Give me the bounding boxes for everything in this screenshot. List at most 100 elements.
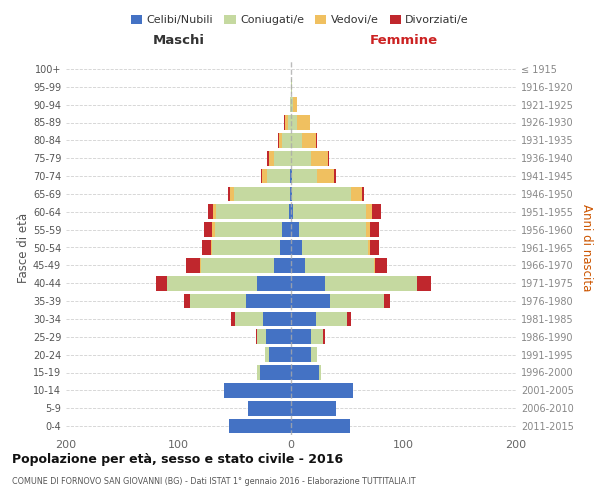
- Bar: [233, 186, 290, 201]
- Bar: [212, 240, 280, 255]
- Text: Popolazione per età, sesso e stato civile - 2016: Popolazione per età, sesso e stato civil…: [12, 452, 343, 466]
- Bar: [257, 365, 260, 380]
- Legend: Celibi/Nubili, Coniugati/e, Vedovi/e, Divorziati/e: Celibi/Nubili, Coniugati/e, Vedovi/e, Di…: [127, 10, 473, 30]
- Bar: [291, 294, 331, 308]
- Bar: [268, 151, 269, 166]
- Bar: [331, 294, 385, 308]
- Bar: [290, 186, 291, 201]
- Bar: [228, 186, 230, 201]
- Bar: [367, 204, 372, 219]
- Bar: [291, 98, 293, 112]
- Bar: [291, 133, 302, 148]
- Bar: [374, 258, 376, 272]
- Bar: [291, 151, 311, 166]
- Bar: [291, 240, 302, 255]
- Bar: [257, 276, 291, 290]
- Bar: [291, 186, 292, 201]
- Bar: [235, 312, 263, 326]
- Bar: [190, 294, 246, 308]
- Bar: [184, 294, 190, 308]
- Bar: [187, 258, 200, 272]
- Bar: [278, 133, 282, 148]
- Bar: [200, 258, 201, 272]
- Bar: [317, 168, 334, 184]
- Bar: [299, 222, 367, 237]
- Bar: [289, 204, 291, 219]
- Bar: [316, 312, 347, 326]
- Bar: [311, 330, 323, 344]
- Bar: [286, 115, 287, 130]
- Bar: [282, 222, 291, 237]
- Bar: [305, 258, 374, 272]
- Bar: [316, 133, 317, 148]
- Bar: [291, 276, 325, 290]
- Bar: [256, 330, 257, 344]
- Bar: [417, 276, 431, 290]
- Bar: [214, 204, 215, 219]
- Bar: [291, 115, 296, 130]
- Bar: [257, 330, 266, 344]
- Bar: [291, 365, 319, 380]
- Bar: [167, 276, 257, 290]
- Bar: [201, 258, 274, 272]
- Bar: [282, 133, 291, 148]
- Bar: [202, 240, 211, 255]
- Bar: [208, 204, 214, 219]
- Bar: [277, 133, 278, 148]
- Bar: [291, 80, 292, 94]
- Bar: [367, 240, 370, 255]
- Bar: [215, 204, 289, 219]
- Bar: [274, 151, 291, 166]
- Bar: [215, 222, 282, 237]
- Text: Maschi: Maschi: [152, 34, 205, 48]
- Bar: [280, 240, 291, 255]
- Bar: [292, 186, 350, 201]
- Bar: [370, 222, 379, 237]
- Bar: [291, 348, 311, 362]
- Bar: [376, 258, 386, 272]
- Bar: [291, 330, 311, 344]
- Text: COMUNE DI FORNOVO SAN GIOVANNI (BG) - Dati ISTAT 1° gennaio 2016 - Elaborazione : COMUNE DI FORNOVO SAN GIOVANNI (BG) - Da…: [12, 478, 416, 486]
- Bar: [269, 348, 291, 362]
- Bar: [319, 365, 322, 380]
- Bar: [362, 186, 364, 201]
- Bar: [302, 240, 367, 255]
- Bar: [370, 240, 379, 255]
- Bar: [287, 115, 291, 130]
- Bar: [291, 258, 305, 272]
- Bar: [230, 186, 233, 201]
- Bar: [268, 168, 290, 184]
- Bar: [291, 419, 349, 434]
- Bar: [328, 151, 329, 166]
- Bar: [323, 330, 325, 344]
- Bar: [263, 312, 291, 326]
- Bar: [284, 115, 286, 130]
- Bar: [223, 383, 291, 398]
- Bar: [290, 168, 291, 184]
- Bar: [311, 151, 328, 166]
- Bar: [290, 98, 291, 112]
- Bar: [367, 222, 370, 237]
- Bar: [293, 98, 296, 112]
- Bar: [291, 312, 316, 326]
- Bar: [205, 222, 212, 237]
- Bar: [265, 348, 269, 362]
- Bar: [372, 204, 381, 219]
- Bar: [260, 168, 262, 184]
- Bar: [232, 312, 235, 326]
- Bar: [334, 168, 336, 184]
- Bar: [156, 276, 167, 290]
- Bar: [291, 222, 299, 237]
- Bar: [293, 204, 367, 219]
- Bar: [291, 168, 292, 184]
- Bar: [347, 312, 350, 326]
- Y-axis label: Fasce di età: Fasce di età: [17, 212, 30, 282]
- Bar: [266, 330, 291, 344]
- Bar: [292, 168, 317, 184]
- Y-axis label: Anni di nascita: Anni di nascita: [580, 204, 593, 291]
- Bar: [325, 276, 417, 290]
- Bar: [211, 240, 212, 255]
- Bar: [350, 186, 362, 201]
- Bar: [291, 204, 293, 219]
- Bar: [246, 294, 291, 308]
